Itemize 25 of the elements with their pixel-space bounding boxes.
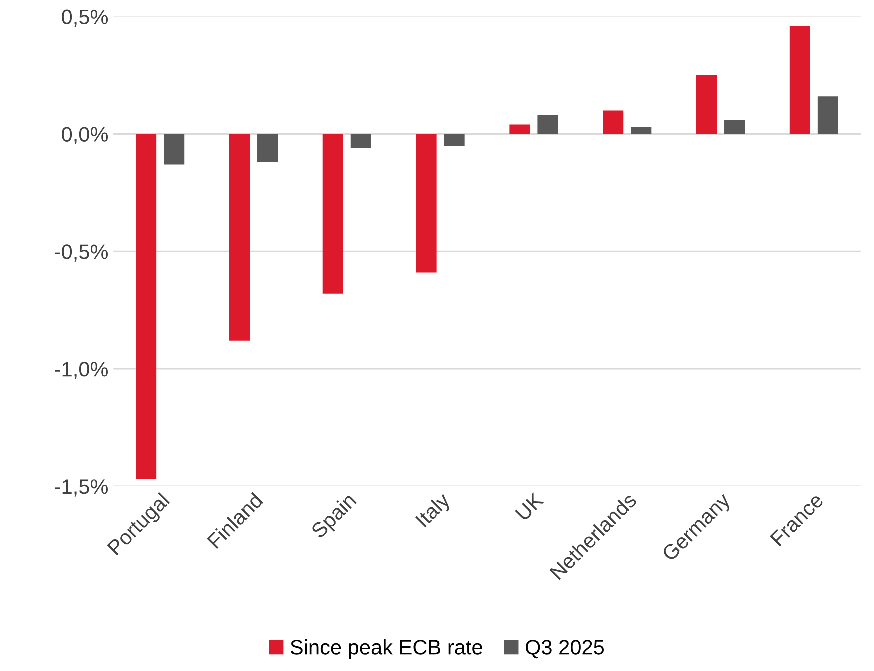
y-tick-label: -0,5%	[55, 244, 108, 262]
bar	[350, 134, 372, 148]
legend-label: Since peak ECB rate	[290, 640, 482, 659]
bar	[790, 26, 810, 134]
bar	[164, 134, 185, 165]
bar	[818, 96, 838, 134]
bar	[136, 134, 157, 480]
bar	[603, 110, 624, 134]
bar	[257, 134, 278, 162]
x-tick-label: Italy	[414, 491, 454, 531]
legend-label: Q3 2025	[526, 640, 604, 659]
bar	[510, 124, 530, 134]
x-tick-label: UK	[515, 492, 545, 522]
y-tick-label: -1,0%	[55, 362, 108, 380]
bar	[724, 120, 746, 134]
y-tick-label: 0,5%	[62, 10, 108, 27]
bar	[322, 134, 344, 294]
y-tick-label: -1,5%	[55, 480, 108, 497]
y-tick-label: 0,0%	[62, 127, 108, 144]
bar	[538, 115, 558, 134]
bar	[696, 75, 718, 134]
bar	[416, 134, 437, 273]
bar	[444, 134, 465, 146]
bar	[229, 134, 250, 341]
bar	[631, 127, 652, 134]
